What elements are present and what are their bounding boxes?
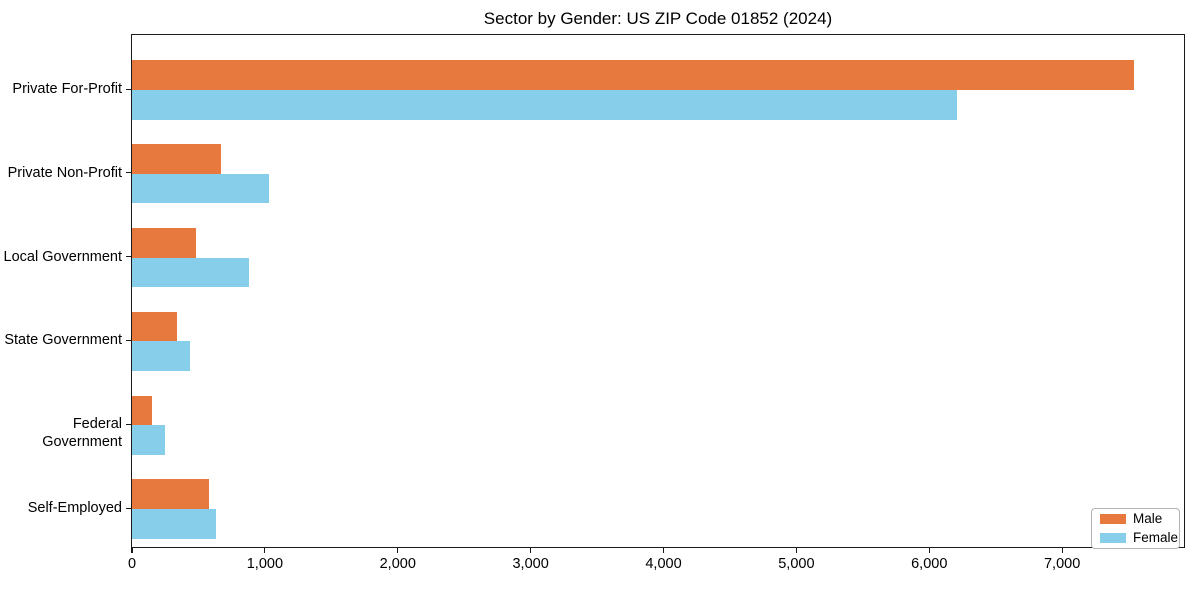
y-tick-state-government bbox=[126, 339, 131, 342]
y-label-private-for-profit: Private For-Profit bbox=[12, 81, 122, 97]
x-label-7000: 7,000 bbox=[1043, 556, 1081, 572]
bar-male-federal-government bbox=[132, 395, 152, 426]
y-tick-private-for-profit bbox=[126, 88, 131, 90]
bar-female-private-non-profit bbox=[132, 173, 269, 204]
x-label-4000: 4,000 bbox=[645, 556, 682, 572]
x-tick-0 bbox=[131, 548, 133, 553]
bar-female-self-employed bbox=[132, 509, 216, 539]
legend: Male Female bbox=[1091, 508, 1180, 549]
bar-male-private-non-profit bbox=[132, 144, 222, 174]
bar-male-local-government bbox=[132, 228, 196, 258]
y-label-federal-government: Federal Government bbox=[42, 416, 122, 451]
legend-swatch-male bbox=[1100, 514, 1126, 524]
bar-female-state-government bbox=[132, 341, 191, 371]
bar-female-local-government bbox=[132, 257, 249, 288]
y-tick-federal-government bbox=[126, 423, 131, 425]
legend-label-female: Female bbox=[1133, 530, 1179, 545]
y-label-self-employed: Self-Employed bbox=[27, 500, 122, 516]
legend-item-male: Male bbox=[1100, 512, 1179, 526]
x-label-6000: 6,000 bbox=[911, 556, 948, 572]
bar-male-private-for-profit bbox=[132, 60, 1134, 90]
x-label-0: 0 bbox=[127, 556, 137, 572]
plot-area bbox=[131, 34, 1185, 548]
x-tick-3000 bbox=[530, 548, 532, 553]
bar-male-state-government bbox=[132, 311, 178, 342]
x-tick-1000 bbox=[264, 548, 266, 553]
y-label-private-non-profit: Private Non-Profit bbox=[7, 164, 122, 181]
x-tick-7000 bbox=[1061, 548, 1063, 553]
y-label-state-government: State Government bbox=[4, 332, 122, 349]
x-label-5000: 5,000 bbox=[778, 556, 815, 572]
x-label-1000: 1,000 bbox=[246, 556, 284, 572]
x-label-3000: 3,000 bbox=[512, 556, 549, 572]
bar-male-self-employed bbox=[132, 479, 210, 509]
x-label-2000: 2,000 bbox=[379, 556, 416, 572]
x-tick-2000 bbox=[397, 548, 399, 553]
chart-title: Sector by Gender: US ZIP Code 01852 (202… bbox=[483, 9, 833, 28]
bar-female-private-for-profit bbox=[132, 90, 958, 120]
y-label-local-government: Local Government bbox=[3, 248, 122, 265]
y-tick-private-non-profit bbox=[126, 172, 131, 174]
legend-label-male: Male bbox=[1133, 511, 1163, 526]
x-tick-6000 bbox=[928, 548, 930, 553]
y-tick-self-employed bbox=[126, 507, 131, 509]
legend-swatch-female bbox=[1100, 533, 1126, 543]
legend-item-female: Female bbox=[1100, 531, 1179, 545]
y-tick-local-government bbox=[126, 256, 131, 258]
x-tick-5000 bbox=[795, 548, 797, 553]
x-tick-4000 bbox=[662, 548, 665, 553]
bar-female-federal-government bbox=[132, 425, 166, 455]
